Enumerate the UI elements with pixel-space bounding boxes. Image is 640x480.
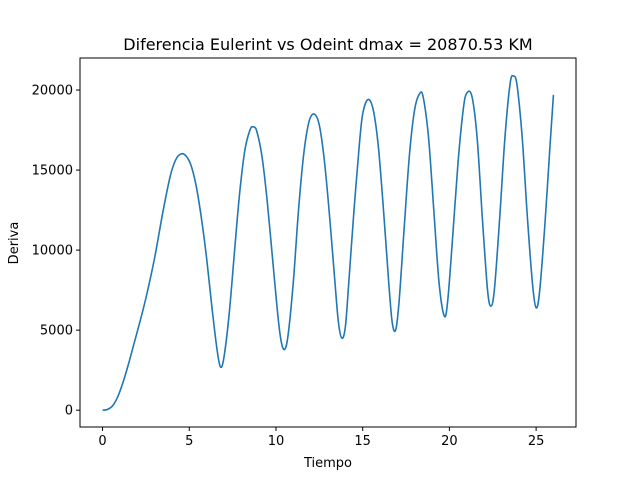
chart-title: Diferencia Eulerint vs Odeint dmax = 208…	[123, 35, 532, 54]
y-tick-label: 10000	[32, 244, 73, 259]
x-tick-label: 25	[528, 434, 545, 449]
series-line	[102, 74, 555, 411]
y-tick-label: 20000	[32, 84, 73, 99]
x-tick-label: 0	[98, 434, 106, 449]
axes-frame	[79, 57, 577, 428]
x-tick-label: 15	[354, 434, 371, 449]
y-axis-ticks: 0 5000 10000 15000 20000	[32, 84, 80, 419]
y-tick-label: 15000	[32, 164, 73, 179]
y-tick-label: 0	[65, 404, 73, 419]
series-layer	[102, 74, 555, 411]
x-tick-label: 20	[441, 434, 458, 449]
y-tick-label: 5000	[40, 324, 73, 339]
x-axis-label: Tiempo	[303, 456, 352, 471]
x-tick-label: 5	[185, 434, 193, 449]
plot-area: 0 5 10 15 20 25 0 5000 10000 15000 20000	[32, 57, 577, 449]
x-axis-ticks: 0 5 10 15 20 25	[98, 427, 544, 449]
y-axis-label: Deriva	[7, 222, 22, 265]
x-tick-label: 10	[268, 434, 285, 449]
